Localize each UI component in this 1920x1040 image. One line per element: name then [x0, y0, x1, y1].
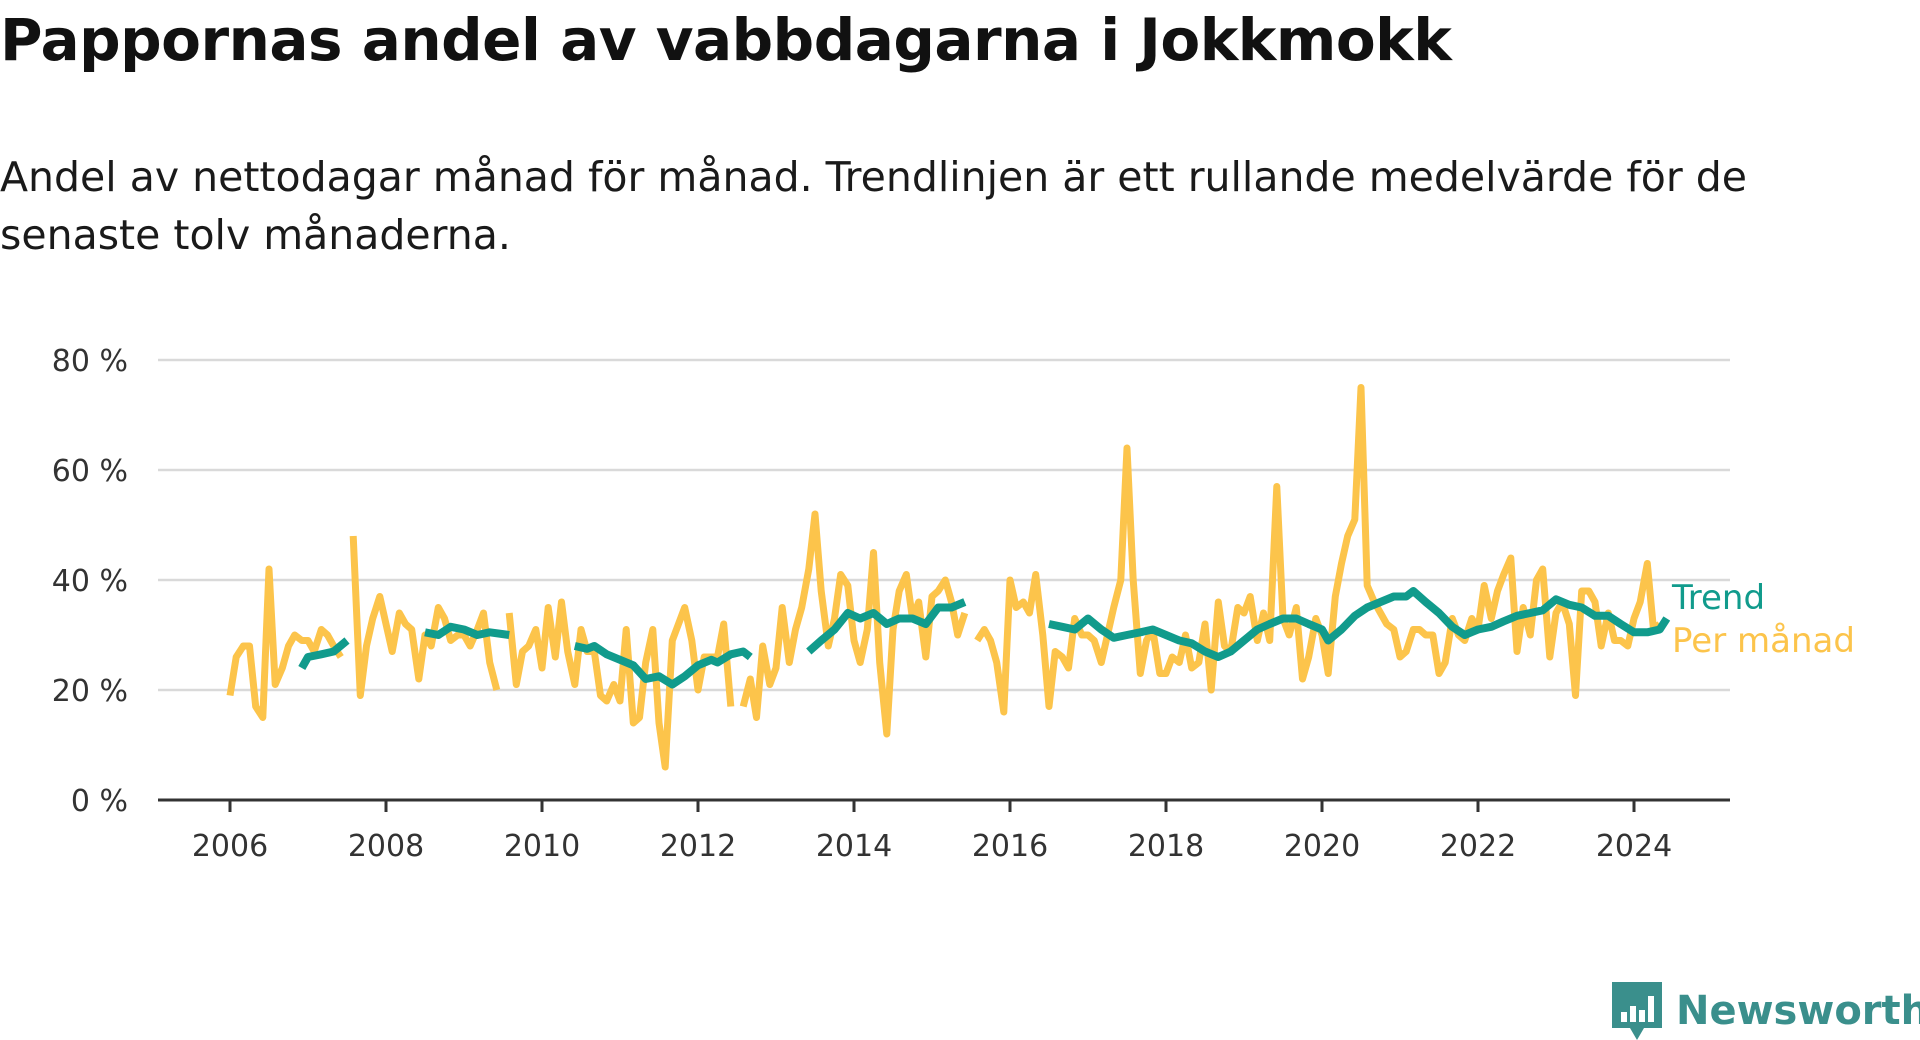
y-tick-label: 0 % — [71, 784, 128, 819]
brand-name: Newsworthy — [1676, 988, 1920, 1034]
x-tick-label: 2006 — [192, 829, 268, 864]
chart-title: Pappornas andel av vabbdagarna i Jokkmok… — [0, 6, 1452, 74]
series-line-trend-segment-4 — [1048, 587, 1671, 661]
newsworthy-logo-icon — [1612, 982, 1662, 1040]
series-line-per-manad-segment-0 — [226, 565, 344, 721]
y-tick-label: 20 % — [52, 674, 128, 709]
series-line-trend-segment-0 — [298, 637, 350, 670]
x-tick-label: 2012 — [660, 829, 736, 864]
x-tick-label: 2024 — [1596, 829, 1672, 864]
series-line-trend-segment-1 — [424, 622, 510, 639]
x-axis-ticks: 2006 2008 2010 2012 2014 2016 2018 2020 2022 2024 — [192, 800, 1672, 864]
x-tick-label: 2014 — [816, 829, 892, 864]
series-line-per-manad-segment-3 — [739, 510, 969, 738]
series-line-per-manad-segment-4 — [974, 384, 1663, 716]
y-tick-label: 60 % — [52, 454, 128, 489]
chart-subtitle: Andel av nettodagar månad för månad. Tre… — [0, 153, 1747, 259]
x-tick-label: 2018 — [1128, 829, 1204, 864]
gridlines — [158, 358, 1730, 692]
x-tick-label: 2008 — [348, 829, 424, 864]
x-tick-label: 2022 — [1440, 829, 1516, 864]
line-chart: 0 % 20 % 40 % 60 % 80 % 2006 2008 2010 2012 2014… — [52, 344, 1855, 864]
series-line-per-manad-segment-1 — [349, 535, 501, 699]
legend-label-trend: Trend — [1671, 578, 1765, 618]
legend-label-per-manad: Per månad — [1672, 621, 1855, 661]
y-tick-label: 80 % — [52, 344, 128, 379]
brand-logo: Newsworthy — [1612, 982, 1920, 1040]
series-line-per-manad-segment-2 — [505, 598, 735, 771]
x-tick-label: 2010 — [504, 829, 580, 864]
series-lines — [226, 384, 1671, 771]
series-line-trend-segment-3 — [806, 598, 967, 655]
y-axis-ticks: 0 % 20 % 40 % 60 % 80 % — [52, 344, 128, 819]
y-tick-label: 40 % — [52, 564, 128, 599]
x-tick-label: 2020 — [1284, 829, 1360, 864]
x-tick-label: 2016 — [972, 829, 1048, 864]
series-line-trend-segment-2 — [573, 642, 753, 689]
